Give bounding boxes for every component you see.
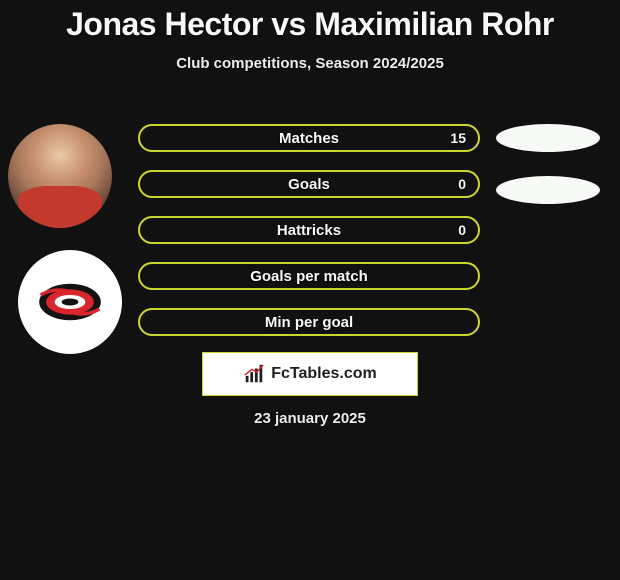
stat-label: Goals <box>288 176 330 193</box>
badge-text: FcTables.com <box>271 365 377 383</box>
player2-avatar <box>18 250 122 354</box>
stat-bar-goals-per-match: Goals per match <box>138 262 480 290</box>
date-label: 23 january 2025 <box>0 410 620 427</box>
stat-value: 15 <box>450 130 466 146</box>
right-oval-2 <box>496 176 600 204</box>
player1-avatar <box>8 124 112 228</box>
stat-bar-min-per-goal: Min per goal <box>138 308 480 336</box>
stat-value: 0 <box>458 222 466 238</box>
hurricane-logo-icon <box>35 267 105 337</box>
bar-chart-icon <box>243 363 265 385</box>
stat-label: Hattricks <box>277 222 341 239</box>
right-oval-1 <box>496 124 600 152</box>
stat-value: 0 <box>458 176 466 192</box>
page-title: Jonas Hector vs Maximilian Rohr <box>0 0 620 43</box>
stat-bar-matches: Matches 15 <box>138 124 480 152</box>
stat-label: Min per goal <box>265 314 353 331</box>
stat-bar-goals: Goals 0 <box>138 170 480 198</box>
stat-label: Goals per match <box>250 268 368 285</box>
stat-label: Matches <box>279 130 339 147</box>
stat-bars: Matches 15 Goals 0 Hattricks 0 Goals per… <box>138 124 480 354</box>
subtitle: Club competitions, Season 2024/2025 <box>0 55 620 72</box>
source-badge[interactable]: FcTables.com <box>202 352 418 396</box>
stat-bar-hattricks: Hattricks 0 <box>138 216 480 244</box>
